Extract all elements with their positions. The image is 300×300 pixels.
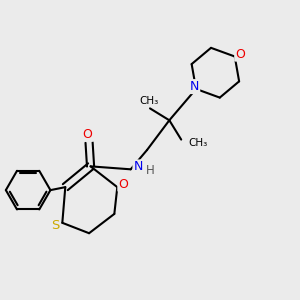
Text: H: H (146, 164, 154, 177)
Text: CH₃: CH₃ (139, 96, 158, 106)
Text: O: O (235, 48, 245, 61)
Text: O: O (82, 128, 92, 141)
Text: N: N (190, 80, 199, 93)
Text: O: O (118, 178, 128, 191)
Text: S: S (51, 219, 59, 232)
Text: CH₃: CH₃ (189, 138, 208, 148)
Text: N: N (134, 160, 143, 173)
